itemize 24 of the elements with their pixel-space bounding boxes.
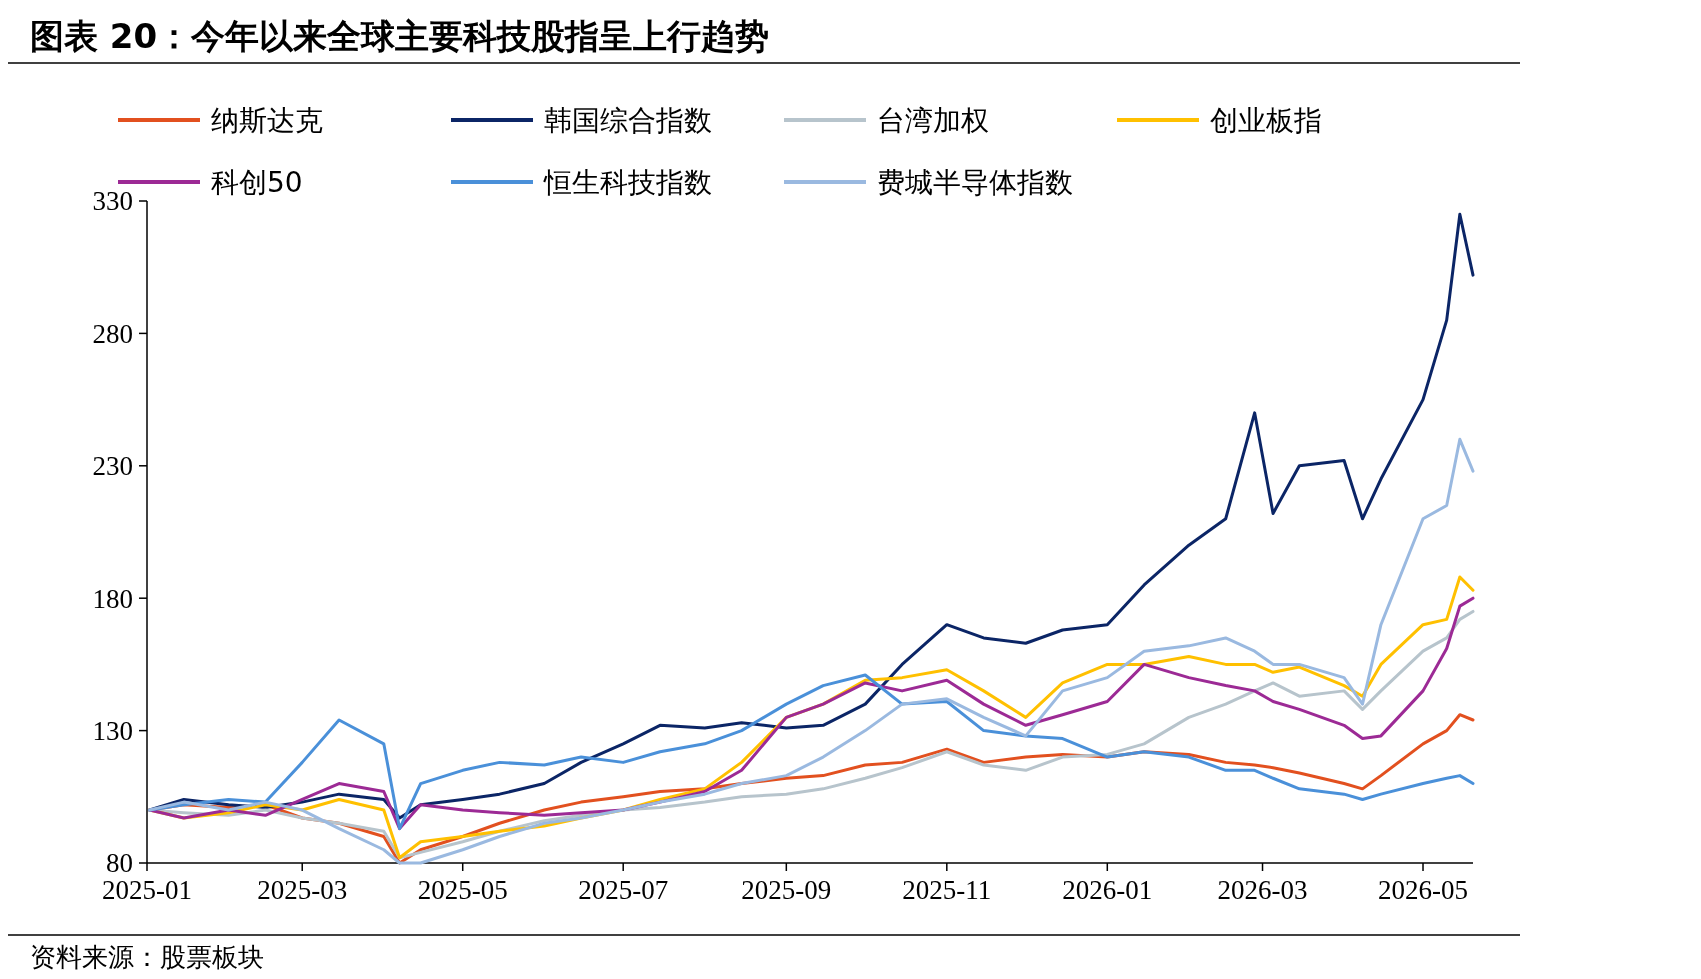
x-tick-label: 2025-11	[902, 875, 992, 905]
legend-label: 台湾加权	[877, 103, 989, 137]
x-tick-label: 2025-05	[417, 875, 508, 905]
legend-label: 韩国综合指数	[544, 103, 712, 137]
x-tick-label: 2025-09	[741, 875, 832, 905]
y-tick-label: 130	[92, 716, 133, 747]
x-tick-label: 2026-03	[1217, 875, 1308, 905]
legend-label: 费城半导体指数	[877, 165, 1073, 199]
legend-label: 科创50	[211, 165, 303, 199]
y-tick-label: 330	[92, 186, 133, 217]
line-series	[148, 596, 1475, 831]
x-tick-label: 2026-01	[1062, 875, 1153, 905]
x-tick-label: 2026-05	[1378, 875, 1469, 905]
legend-label: 恒生科技指数	[543, 165, 712, 199]
text: 资料来源：股票板块	[30, 942, 264, 972]
chart-title: 图表 20：今年以来全球主要科技股指呈上行趋势	[30, 16, 770, 56]
y-tick-label: 230	[92, 451, 133, 482]
y-tick-label: 180	[92, 583, 133, 614]
line-series	[148, 212, 1475, 820]
legend-label: 创业板指	[1210, 103, 1322, 137]
legend-label: 纳斯达克	[211, 103, 323, 137]
x-tick-label: 2025-03	[257, 875, 348, 905]
y-tick-label: 280	[92, 318, 133, 349]
x-tick-label: 2025-07	[578, 875, 669, 905]
